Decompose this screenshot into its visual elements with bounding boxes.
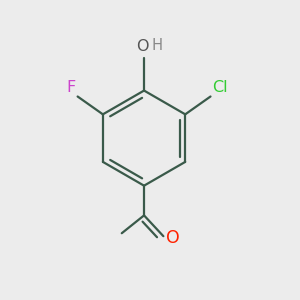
Text: O: O: [166, 229, 180, 247]
Text: Cl: Cl: [212, 80, 228, 95]
Text: O: O: [136, 39, 149, 54]
Text: H: H: [152, 38, 163, 52]
Text: F: F: [67, 80, 76, 95]
